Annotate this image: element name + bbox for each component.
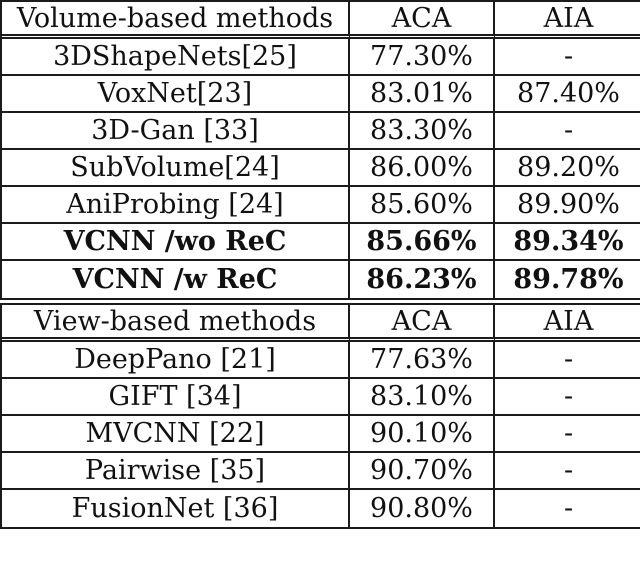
aia-cell: - [495, 113, 640, 150]
header-cell-aia: AIA [495, 305, 640, 342]
method-cell: VCNN /w ReC [2, 261, 350, 298]
table-row: 3DShapeNets[25] 77.30% - [2, 39, 640, 76]
aca-cell: 86.23% [350, 261, 495, 298]
volume-based-methods-table: Volume-based methods ACA AIA 3DShapeNets… [0, 0, 640, 300]
aca-cell: 77.30% [350, 39, 495, 76]
table-row-vcnn-w-rec: VCNN /w ReC 86.23% 89.78% [2, 261, 640, 298]
aca-cell: 90.70% [350, 453, 495, 490]
method-cell: MVCNN [22] [2, 416, 350, 453]
aca-cell: 83.30% [350, 113, 495, 150]
aia-cell: 87.40% [495, 76, 640, 113]
header-cell-aca: ACA [350, 2, 495, 39]
aca-cell: 85.60% [350, 187, 495, 224]
aca-cell: 90.10% [350, 416, 495, 453]
view-based-methods-table: View-based methods ACA AIA DeepPano [21]… [0, 303, 640, 529]
aia-cell: - [495, 453, 640, 490]
method-cell: 3DShapeNets[25] [2, 39, 350, 76]
aca-cell: 83.01% [350, 76, 495, 113]
method-cell: FusionNet [36] [2, 490, 350, 527]
table-row: FusionNet [36] 90.80% - [2, 490, 640, 527]
method-cell: 3D-Gan [33] [2, 113, 350, 150]
aca-cell: 85.66% [350, 224, 495, 261]
header-cell-aia: AIA [495, 2, 640, 39]
method-cell: VCNN /wo ReC [2, 224, 350, 261]
method-cell: SubVolume[24] [2, 150, 350, 187]
aia-cell: - [495, 342, 640, 379]
table-row: AniProbing [24] 85.60% 89.90% [2, 187, 640, 224]
table-row-vcnn-wo-rec: VCNN /wo ReC 85.66% 89.34% [2, 224, 640, 261]
aca-cell: 90.80% [350, 490, 495, 527]
table-header-row: Volume-based methods ACA AIA [2, 2, 640, 39]
aia-cell: - [495, 416, 640, 453]
method-cell: GIFT [34] [2, 379, 350, 416]
aia-cell: - [563, 493, 574, 524]
header-cell-aca: ACA [350, 305, 495, 342]
method-cell: DeepPano [21] [2, 342, 350, 379]
aia-cell: - [495, 39, 640, 76]
table-row: MVCNN [22] 90.10% - [2, 416, 640, 453]
table-row: DeepPano [21] 77.63% - [2, 342, 640, 379]
table-row: SubVolume[24] 86.00% 89.20% [2, 150, 640, 187]
aia-cell: 89.20% [495, 150, 640, 187]
aca-cell: 83.10% [350, 379, 495, 416]
aia-cell: 89.90% [495, 187, 640, 224]
aca-cell: 86.00% [350, 150, 495, 187]
header-cell-methods: View-based methods [2, 305, 350, 342]
aca-cell: 77.63% [350, 342, 495, 379]
method-cell: VoxNet[23] [2, 76, 350, 113]
table-row: Pairwise [35] 90.70% - [2, 453, 640, 490]
aia-cell: - [495, 379, 640, 416]
method-cell: Pairwise [35] [2, 453, 350, 490]
table-row: VoxNet[23] 83.01% 87.40% [2, 76, 640, 113]
header-cell-methods: Volume-based methods [2, 2, 350, 39]
method-cell: AniProbing [24] [2, 187, 350, 224]
table-header-row: View-based methods ACA AIA [2, 305, 640, 342]
table-row: 3D-Gan [33] 83.30% - [2, 113, 640, 150]
aia-cell: 89.78% [513, 264, 624, 295]
table-row: GIFT [34] 83.10% - [2, 379, 640, 416]
aia-cell: 89.34% [495, 224, 640, 261]
